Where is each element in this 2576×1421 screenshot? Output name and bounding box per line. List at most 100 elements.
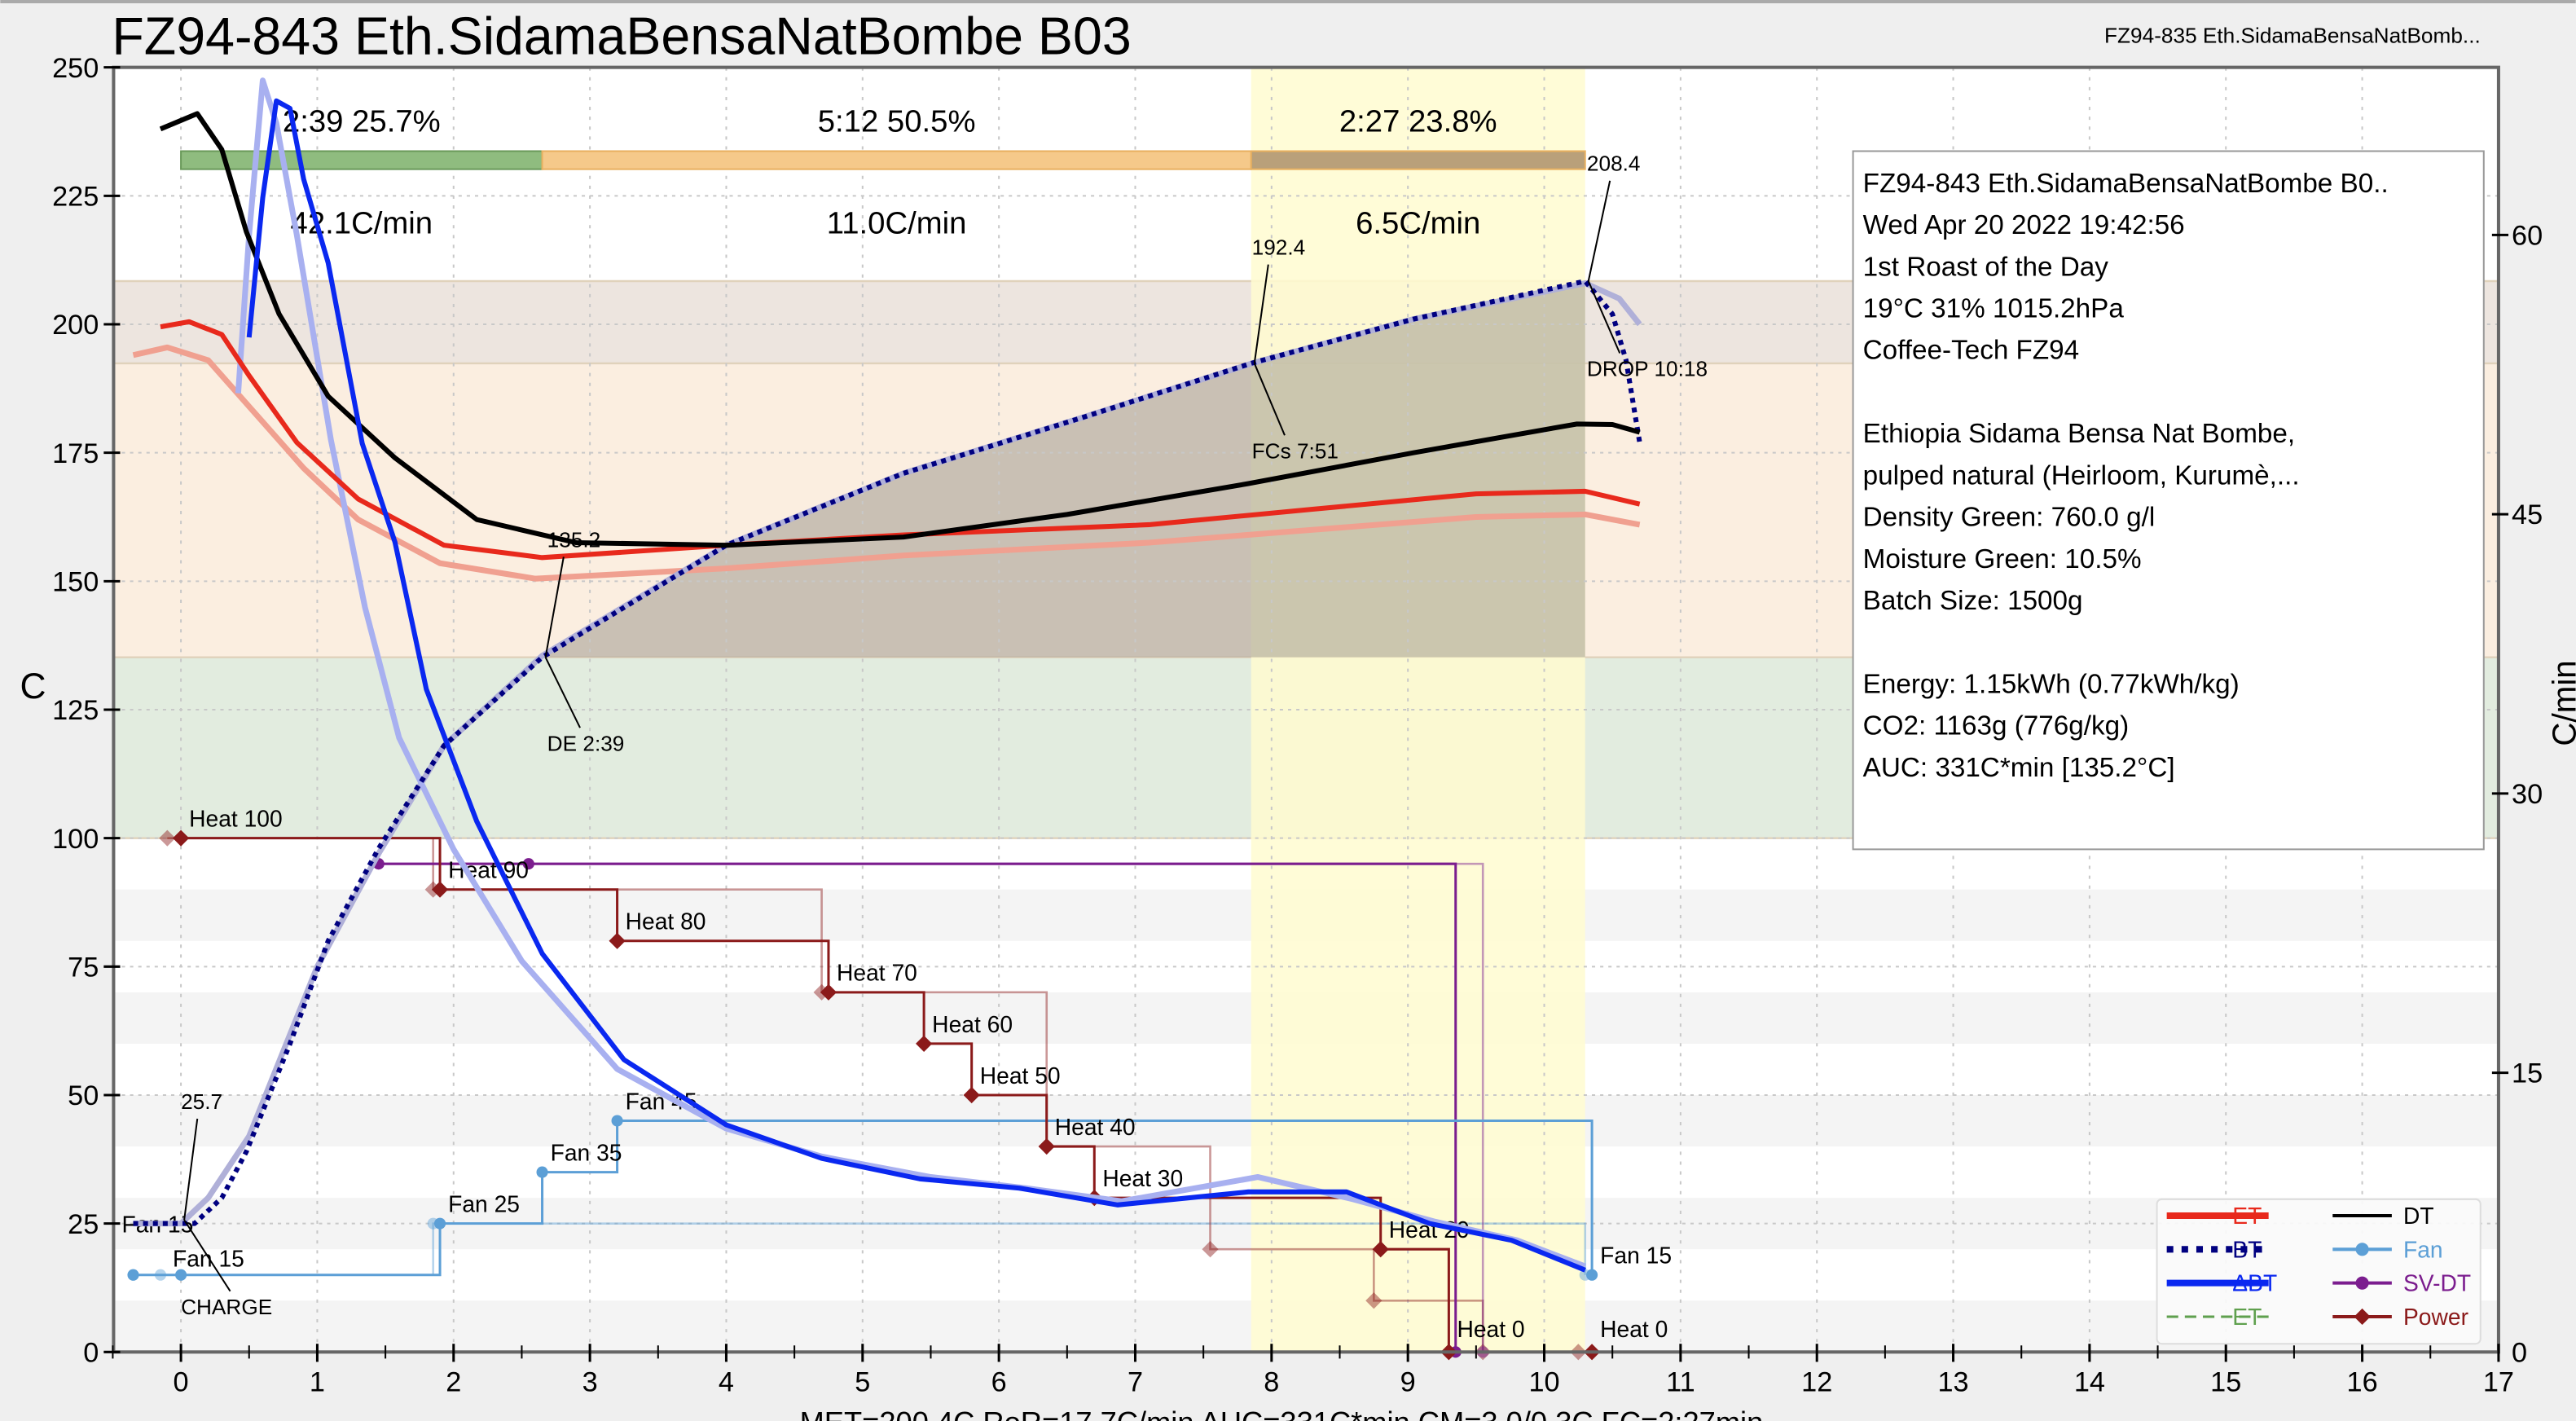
legend-marker: [2354, 1308, 2371, 1326]
y2-tick-label: 60: [2512, 220, 2543, 251]
info-box-line: Batch Size: 1500g: [1863, 586, 2083, 616]
info-box-line: 1st Roast of the Day: [1863, 252, 2109, 282]
svdt-line-marker: [522, 858, 534, 870]
info-box-line: Ethiopia Sidama Bensa Nat Bombe,: [1863, 419, 2295, 449]
x-tick-label: 6: [991, 1367, 1007, 1398]
power-label: Heat 0: [1600, 1316, 1668, 1342]
annotation-value: 208.4: [1587, 152, 1641, 176]
x-tick-label: 15: [2210, 1367, 2241, 1398]
y-tick-label: 225: [52, 181, 99, 212]
annotation-value: 25.7: [181, 1089, 222, 1114]
power-label: Heat 100: [189, 806, 283, 832]
series-et: [160, 319, 1641, 561]
series-bt-background-: [133, 280, 1642, 1227]
annotation-line: [183, 1118, 199, 1221]
annotation-value: 135.2: [547, 527, 601, 552]
background-power-line-marker: [159, 829, 176, 847]
x-tick-label: 4: [719, 1367, 734, 1398]
legend-label: BT: [2232, 1236, 2262, 1262]
annotation-line: [1253, 363, 1286, 436]
legend-label: ΔBT: [2232, 1270, 2277, 1296]
power-label: Heat 60: [932, 1011, 1013, 1037]
stats-line: MET=200.4C RoR=17.7C/min AUC=331C*min CM…: [800, 1406, 1764, 1421]
annotation-line: [1587, 180, 1611, 282]
x-tick-label: 2: [446, 1367, 461, 1398]
annotation-line: [1587, 280, 1621, 354]
fan-line-marker: [611, 1115, 623, 1127]
legend-label: DT: [2403, 1203, 2434, 1229]
power-line-marker: [609, 932, 626, 949]
legend[interactable]: ET BT ΔBT ET DT Fan SV-DT Power: [2156, 1198, 2481, 1345]
y-tick-label: 25: [68, 1209, 99, 1240]
power-label: Heat 30: [1102, 1165, 1183, 1191]
y-tick-label: 0: [83, 1337, 99, 1368]
fan-line-marker: [1586, 1269, 1598, 1281]
x-tick-label: 13: [1937, 1367, 1968, 1398]
annotation-value: 192.4: [1252, 235, 1306, 260]
annotation-line: [544, 657, 581, 728]
fan-line-marker: [536, 1166, 548, 1178]
annotation-event: DE 2:39: [547, 731, 625, 755]
x-tick-label: 10: [1528, 1367, 1559, 1398]
y-axis-label: C: [20, 667, 46, 706]
power-label: Heat 40: [1055, 1114, 1136, 1140]
x-tick-label: 0: [174, 1367, 189, 1398]
info-box-line: Moisture Green: 10.5%: [1863, 544, 2142, 574]
y2-axis-label: C/min: [2546, 660, 2576, 746]
x-tick-label: 7: [1128, 1367, 1143, 1398]
power-label: Heat 70: [837, 960, 917, 986]
svdt-line: [378, 862, 1457, 1353]
info-box-line: 19°C 31% 1015.2hPa: [1863, 294, 2125, 324]
phase-time-label: 2:27 23.8%: [1339, 103, 1497, 139]
legend-label: Fan: [2403, 1236, 2443, 1262]
fan-label: Fan 35: [551, 1139, 622, 1165]
x-tick-label: 14: [2074, 1367, 2105, 1398]
legend-label: ET: [2232, 1304, 2262, 1330]
legend-frame: [2156, 1198, 2481, 1345]
x-tick-label: 17: [2483, 1367, 2514, 1398]
y2-tick-label: 30: [2512, 779, 2543, 810]
x-tick-label: 8: [1264, 1367, 1279, 1398]
info-box-line: Wed Apr 20 2022 19:42:56: [1863, 210, 2185, 240]
phase-time-label: 5:12 50.5%: [818, 103, 976, 139]
x-tick-label: 9: [1400, 1367, 1416, 1398]
x-tick-label: 16: [2347, 1367, 2378, 1398]
background-profile-title: FZ94-835 Eth.SidamaBensaNatBomb...: [2104, 23, 2481, 47]
y-tick-label: 100: [52, 824, 99, 855]
y-tick-label: 175: [52, 438, 99, 469]
annotation-event: DROP 10:18: [1587, 357, 1708, 381]
x-tick-label: 11: [1666, 1367, 1695, 1398]
legend-label: Power: [2403, 1304, 2468, 1330]
chart-title: FZ94-843 Eth.SidamaBensaNatBombe B03: [112, 7, 1131, 66]
power-line-marker: [820, 983, 837, 1001]
y-tick-label: 150: [52, 566, 99, 597]
series-bt: [133, 278, 1642, 1226]
y2-tick-label: 0: [2512, 1337, 2527, 1368]
series-deltabt: [246, 98, 1586, 1273]
fan-line: [133, 1120, 1594, 1277]
annotation-line: [1253, 264, 1269, 364]
power-line: [181, 837, 1593, 1353]
phase-bar-maillard: [541, 150, 1252, 170]
phase-bar-development: [1250, 150, 1586, 170]
power-line-marker: [431, 881, 449, 898]
power-label: Heat 0: [1457, 1316, 1524, 1342]
y-tick-label: 250: [52, 53, 99, 84]
phase-time-label: 2:39 25.7%: [283, 103, 441, 139]
y2-tick-label: 15: [2512, 1058, 2543, 1089]
y-tick-label: 50: [68, 1080, 99, 1111]
info-box-line: Density Green: 760.0 g/l: [1863, 503, 2156, 533]
fan-label: Fan 15: [1600, 1243, 1672, 1269]
series-et-background-: [132, 344, 1641, 582]
power-label: Heat 80: [626, 908, 706, 935]
window-top-border: [0, 0, 2576, 4]
annotation-event: FCs 7:51: [1252, 439, 1339, 464]
power-label: Heat 50: [980, 1062, 1061, 1089]
fan-line-marker: [433, 1217, 446, 1230]
info-box-frame: [1852, 150, 2485, 851]
x-tick-label: 12: [1801, 1367, 1832, 1398]
info-box: FZ94-843 Eth.SidamaBensaNatBombe B0.. Wed…: [1852, 150, 2485, 851]
fan-line-marker: [127, 1269, 139, 1281]
